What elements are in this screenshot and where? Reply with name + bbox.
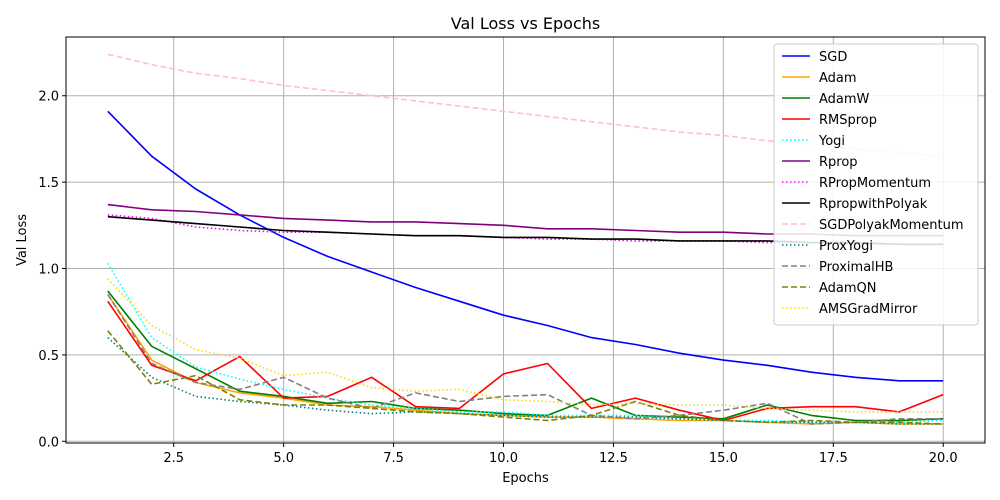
- legend: SGD Adam AdamW RMSprop Yogi Rprop RPropMomentu…: [773, 43, 979, 326]
- y-tick-label: 1.5: [38, 176, 59, 191]
- y-axis-label: Val Loss: [15, 214, 30, 266]
- legend-label: Rprop: [819, 155, 858, 170]
- x-tick-label: 20.0: [929, 451, 958, 466]
- y-tick-label: 2.0: [38, 90, 59, 105]
- legend-label: Yogi: [818, 134, 845, 149]
- series-line-rpropmomentum: [107, 214, 944, 246]
- plot-frame: [65, 36, 986, 444]
- legend-label: SGDPolyakMomentum: [819, 218, 964, 233]
- series-line-amsgradmirror: [107, 278, 944, 413]
- x-tick-label: 5.0: [273, 451, 294, 466]
- legend-label: ProxYogi: [819, 239, 873, 254]
- legend-label: AMSGradMirror: [819, 302, 918, 317]
- y-tick-label: 0.5: [38, 349, 59, 364]
- y-tick-label: 0.0: [38, 435, 59, 450]
- legend-label: RMSprop: [819, 113, 877, 128]
- series-line-adamw: [107, 290, 944, 422]
- x-axis-label: Epochs: [502, 471, 549, 486]
- x-tick-label: 15.0: [709, 451, 738, 466]
- legend-label: AdamW: [819, 92, 870, 107]
- series-line-sgd: [107, 110, 944, 382]
- y-axis-ticks: 0.0 0.5 1.0 1.5 2.0: [38, 90, 66, 450]
- series-line-adamqn: [107, 330, 944, 425]
- x-tick-label: 10.0: [489, 451, 518, 466]
- legend-label: SGD: [819, 50, 847, 65]
- legend-label: ProximalHB: [819, 260, 893, 275]
- x-tick-label: 12.5: [599, 451, 628, 466]
- legend-label: RpropwithPolyak: [819, 197, 928, 212]
- legend-label: RPropMomentum: [819, 176, 931, 191]
- x-axis-ticks: 2.5 5.0 7.5 10.0 12.5 15.0 17.5 20.0: [163, 443, 958, 466]
- x-tick-label: 17.5: [819, 451, 848, 466]
- x-tick-label: 7.5: [383, 451, 404, 466]
- chart-title: Val Loss vs Epochs: [451, 14, 600, 33]
- x-tick-label: 2.5: [163, 451, 184, 466]
- series-line-adam: [107, 293, 944, 425]
- y-tick-label: 1.0: [38, 263, 59, 278]
- legend-box: [773, 43, 979, 326]
- legend-label: AdamQN: [819, 281, 877, 296]
- series-line-proxyogi: [107, 337, 944, 425]
- legend-label: Adam: [819, 71, 857, 86]
- series-line-rmsprop: [107, 300, 944, 422]
